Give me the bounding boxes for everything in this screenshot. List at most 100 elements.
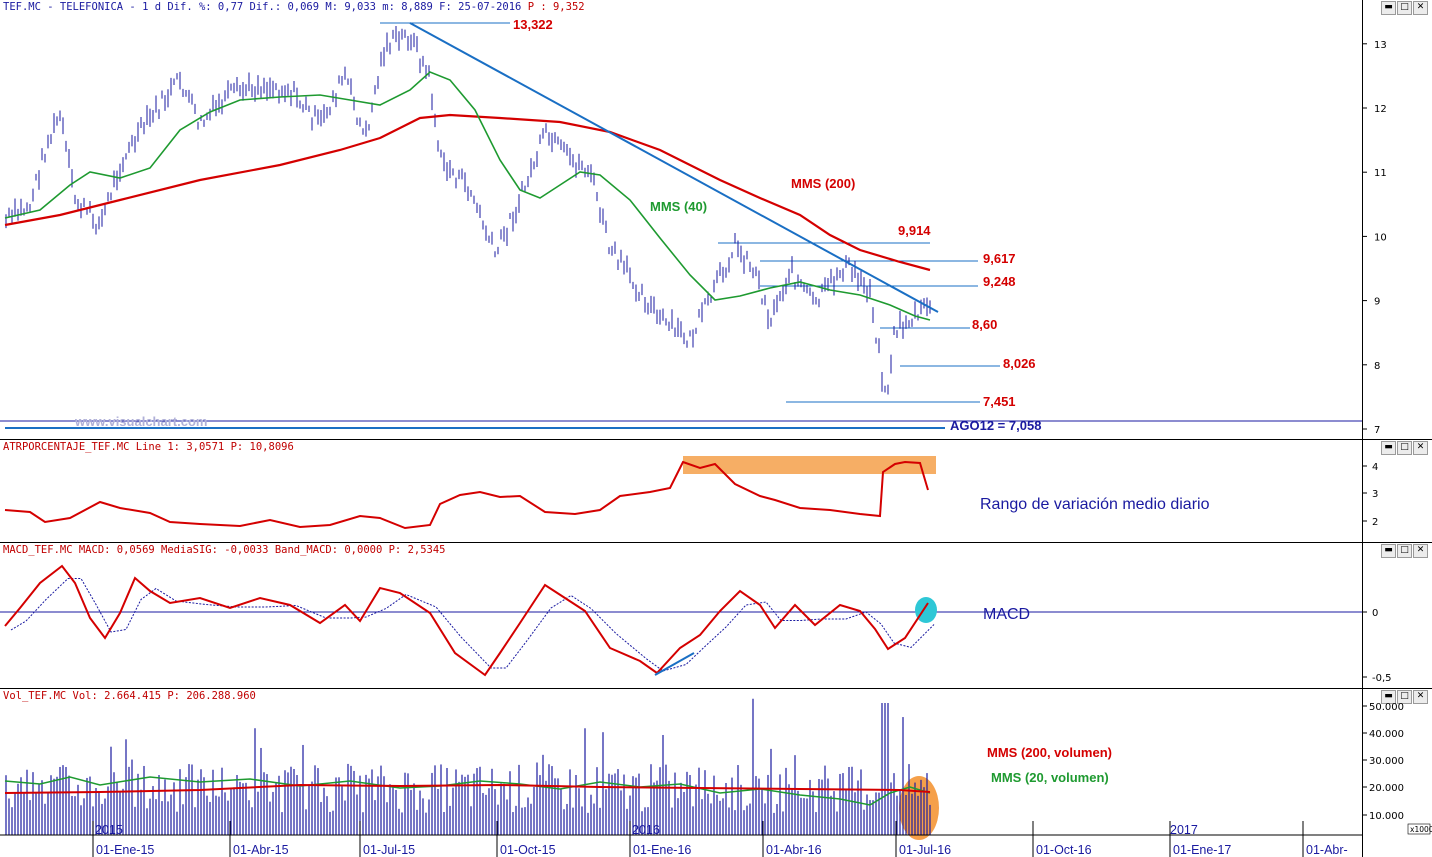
x-axis-label: 01-Jul-15 bbox=[363, 843, 415, 857]
atr-panel: ATRPORCENTAJE_TEF.MC Line 1: 3,0571 P: 1… bbox=[0, 440, 1432, 542]
maximize-button[interactable]: □ bbox=[1397, 441, 1412, 455]
maximize-button[interactable]: □ bbox=[1397, 544, 1412, 558]
price-y-tick-label: 8 bbox=[1374, 361, 1380, 372]
volume-bars bbox=[5, 698, 931, 835]
price-y-tick-label: 13 bbox=[1374, 40, 1387, 51]
watermark: www.visualchart.com bbox=[74, 414, 207, 429]
atr-annotation: Rango de variación medio diario bbox=[980, 496, 1210, 513]
year-label-2017: 2017 bbox=[1170, 823, 1198, 837]
x-axis: 01-Ene-15 01-Abr-15 01-Jul-15 01-Oct-15 01-E… bbox=[92, 821, 1348, 857]
label-s1: 8,60 bbox=[972, 317, 997, 332]
price-y-tick-label: 10 bbox=[1374, 232, 1387, 243]
volume-header: Vol_TEF.MC Vol: 2.664.415 P: 206.288.960 bbox=[3, 690, 256, 702]
volume-y-ticks: 50.000 40.000 30.000 20.000 10.000 bbox=[1362, 702, 1404, 822]
price-y-axis bbox=[1362, 0, 1432, 440]
x-axis-label: 01-Ene-16 bbox=[633, 843, 691, 857]
price-panel: TEF.MC - TELEFONICA - 1 d Dif. %: 0,77 D… bbox=[0, 0, 1432, 440]
minimize-button[interactable]: ▬ bbox=[1381, 441, 1396, 455]
label-s3: 7,451 bbox=[983, 394, 1016, 409]
label-mms40: MMS (40) bbox=[650, 199, 707, 214]
unit-box bbox=[1407, 823, 1431, 835]
unit-label: x1000 bbox=[1410, 825, 1432, 834]
minimize-button[interactable]: ▬ bbox=[1381, 1, 1396, 15]
x-axis-label: 01-Oct-15 bbox=[500, 843, 556, 857]
volume-mms200-line bbox=[4, 783, 931, 794]
price-header-text: TEF.MC - TELEFONICA - 1 d Dif. %: 0,77 D… bbox=[3, 1, 528, 13]
volume-y-axis bbox=[1362, 689, 1432, 857]
minimize-button[interactable]: ▬ bbox=[1381, 690, 1396, 704]
price-y-tick-label: 9 bbox=[1374, 297, 1380, 308]
minimize-button[interactable]: ▬ bbox=[1381, 544, 1396, 558]
volume-y-tick-label: 50.000 bbox=[1369, 702, 1404, 713]
volume-chart: MMS (200, volumen) MMS (20, volumen) 201… bbox=[0, 698, 1432, 857]
macd-y-tick-label: 0 bbox=[1372, 608, 1378, 619]
volume-y-tick-label: 20.000 bbox=[1369, 783, 1404, 794]
separator bbox=[0, 688, 1432, 689]
macd-highlight-dot bbox=[915, 597, 937, 623]
label-vol-mms20: MMS (20, volumen) bbox=[991, 770, 1109, 785]
atr-highlight bbox=[683, 456, 936, 474]
year-label-2016: 2016 bbox=[632, 823, 660, 837]
atr-y-ticks: 4 3 2 bbox=[1362, 462, 1378, 528]
x-axis-label: 01-Oct-16 bbox=[1036, 843, 1092, 857]
price-y-tick-label: 12 bbox=[1374, 104, 1387, 115]
x-axis-label: 01-Ene-15 bbox=[96, 843, 154, 857]
atr-window-buttons: ▬ □ ✕ bbox=[1381, 441, 1428, 455]
macd-y-ticks: 0 -0,5 bbox=[1362, 608, 1392, 684]
label-high: 13,322 bbox=[513, 17, 553, 32]
x-axis-label: 01-Abr-16 bbox=[766, 843, 822, 857]
volume-mms20-line bbox=[4, 776, 931, 806]
macd-y-axis bbox=[1362, 543, 1432, 688]
atr-y-tick-label: 4 bbox=[1372, 462, 1378, 473]
label-mms200: MMS (200) bbox=[791, 176, 855, 191]
atr-header: ATRPORCENTAJE_TEF.MC Line 1: 3,0571 P: 1… bbox=[3, 441, 294, 453]
close-button[interactable]: ✕ bbox=[1413, 441, 1428, 455]
label-s2: 8,026 bbox=[1003, 356, 1036, 371]
close-button[interactable]: ✕ bbox=[1413, 1, 1428, 15]
price-chart: www.visualchart.com 13,322 MMS (200) MMS… bbox=[0, 17, 1387, 436]
close-button[interactable]: ✕ bbox=[1413, 544, 1428, 558]
mms200-line bbox=[4, 113, 931, 272]
macd-chart: MACD 0 -0,5 bbox=[0, 564, 1392, 684]
macd-panel: MACD_TEF.MC MACD: 0,0569 MediaSIG: -0,00… bbox=[0, 543, 1432, 688]
volume-panel: Vol_TEF.MC Vol: 2.664.415 P: 206.288.960… bbox=[0, 689, 1432, 857]
atr-chart: Rango de variación medio diario 4 3 2 bbox=[4, 456, 1378, 530]
price-bars bbox=[5, 25, 931, 395]
macd-header: MACD_TEF.MC MACD: 0,0569 MediaSIG: -0,00… bbox=[3, 544, 446, 556]
label-vol-mms200: MMS (200, volumen) bbox=[987, 745, 1112, 760]
label-ago12: AGO12 = 7,058 bbox=[950, 418, 1041, 433]
price-y-tick-label: 11 bbox=[1374, 168, 1387, 179]
macd-divergence-line bbox=[654, 652, 695, 676]
macd-y-tick-label: -0,5 bbox=[1372, 673, 1392, 684]
maximize-button[interactable]: □ bbox=[1397, 690, 1412, 704]
mms40-line bbox=[4, 71, 931, 321]
volume-y-tick-label: 40.000 bbox=[1369, 729, 1404, 740]
price-y-tick-label: 7 bbox=[1374, 425, 1380, 436]
label-r1: 9,914 bbox=[898, 223, 931, 238]
volume-window-buttons: ▬ □ ✕ bbox=[1381, 690, 1428, 704]
label-r2: 9,617 bbox=[983, 251, 1016, 266]
x-axis-label: 01-Jul-16 bbox=[899, 843, 951, 857]
label-r3: 9,248 bbox=[983, 274, 1016, 289]
volume-y-tick-label: 10.000 bbox=[1369, 811, 1404, 822]
macd-line bbox=[4, 564, 929, 677]
x-axis-label: 01-Abr-15 bbox=[233, 843, 289, 857]
x-axis-label: 01-Ene-17 bbox=[1173, 843, 1231, 857]
macd-annotation: MACD bbox=[983, 606, 1030, 623]
atr-y-tick-label: 2 bbox=[1372, 517, 1378, 528]
price-y-ticks: 13 12 11 10 9 8 7 bbox=[1362, 40, 1387, 436]
volume-highlight bbox=[899, 776, 939, 840]
trendline bbox=[409, 22, 939, 313]
maximize-button[interactable]: □ bbox=[1397, 1, 1412, 15]
volume-y-tick-label: 30.000 bbox=[1369, 756, 1404, 767]
price-window-buttons: ▬ □ ✕ bbox=[1381, 1, 1428, 15]
macd-signal-line bbox=[10, 578, 935, 672]
atr-line bbox=[4, 460, 929, 530]
atr-y-tick-label: 3 bbox=[1372, 489, 1378, 500]
separator bbox=[0, 542, 1432, 543]
year-label-2015: 2015 bbox=[95, 823, 123, 837]
separator bbox=[0, 439, 1432, 440]
close-button[interactable]: ✕ bbox=[1413, 690, 1428, 704]
price-header: TEF.MC - TELEFONICA - 1 d Dif. %: 0,77 D… bbox=[3, 0, 585, 14]
macd-window-buttons: ▬ □ ✕ bbox=[1381, 544, 1428, 558]
